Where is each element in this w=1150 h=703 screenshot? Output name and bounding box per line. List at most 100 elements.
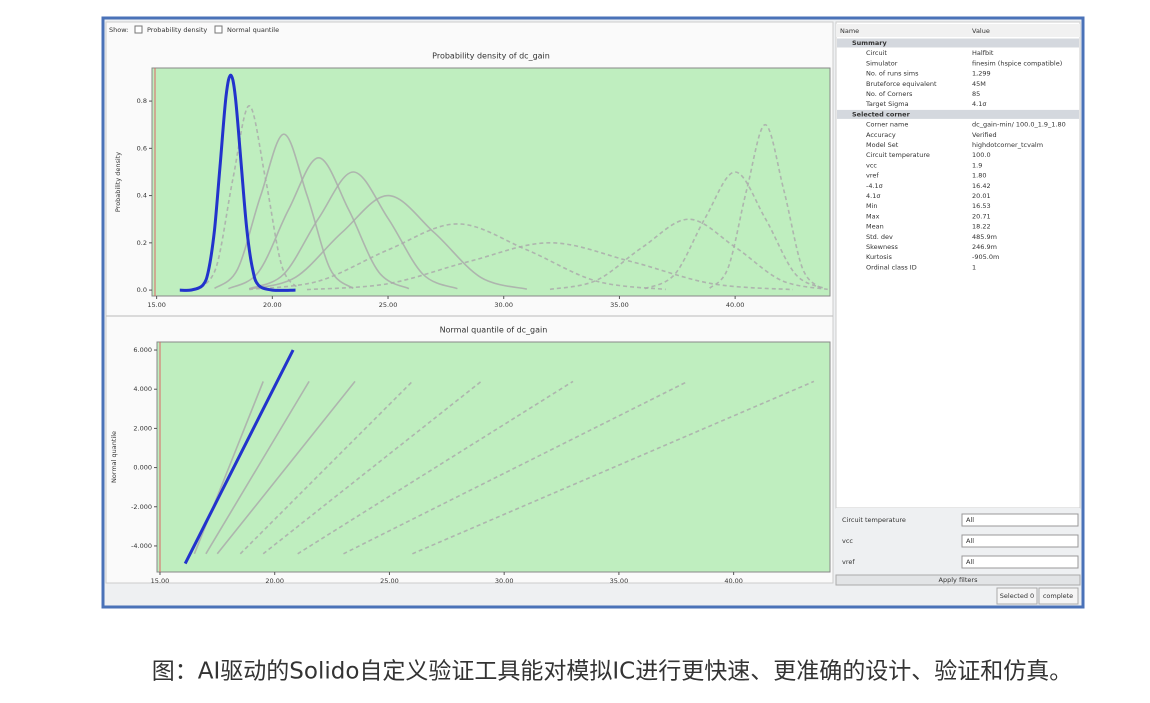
y-tick-label: 0.000 xyxy=(133,464,152,472)
apply-filters-label: Apply filters xyxy=(939,576,979,584)
property-name: Skewness xyxy=(866,243,898,251)
y-tick-label: 0.4 xyxy=(137,192,147,200)
column-header: Name xyxy=(840,27,859,35)
table-header xyxy=(836,24,1080,37)
property-name: Ordinal class ID xyxy=(866,263,917,271)
plot-area xyxy=(156,341,831,573)
property-name: Simulator xyxy=(866,59,898,67)
property-value: 1,299 xyxy=(972,70,991,78)
property-value: 4.1σ xyxy=(972,100,986,108)
series-line xyxy=(216,380,356,555)
status-text: complete xyxy=(1043,592,1073,600)
property-name: Std. dev xyxy=(866,233,893,241)
y-tick-label: 0.2 xyxy=(137,239,147,247)
property-value: 20.01 xyxy=(972,192,991,200)
y-axis-label: Normal quantile xyxy=(110,431,118,483)
x-tick-label: 30.00 xyxy=(494,301,513,309)
x-tick-label: 15.00 xyxy=(151,577,170,585)
caption: 图：AI驱动的Solido自定义验证工具能对模拟IC进行更快速、更准确的设计、验… xyxy=(152,659,1072,685)
property-value: 100.0 xyxy=(972,151,991,159)
property-value: 85 xyxy=(972,90,980,98)
y-tick-label: 4.000 xyxy=(133,385,152,393)
x-tick-label: 40.00 xyxy=(726,301,745,309)
property-name: Circuit xyxy=(866,49,887,57)
y-tick-label: 0.8 xyxy=(137,97,147,105)
property-name: Max xyxy=(866,212,880,220)
property-value: 1.80 xyxy=(972,172,986,180)
status-box xyxy=(996,587,1038,605)
filter-combobox[interactable] xyxy=(961,534,1079,548)
series-line xyxy=(205,380,310,555)
column-header: Value xyxy=(972,27,990,35)
series-line xyxy=(179,73,296,292)
property-name: No. of runs sims xyxy=(866,70,919,78)
property-name: Mean xyxy=(866,223,884,231)
property-value: 16.42 xyxy=(972,182,991,190)
x-tick-label: 25.00 xyxy=(380,577,399,585)
series-line xyxy=(709,123,822,289)
y-tick-label: 0.0 xyxy=(137,286,147,294)
filter-combobox[interactable] xyxy=(961,513,1079,527)
apply-filters-button[interactable] xyxy=(835,574,1081,586)
chart-title: Probability density of dc_gain xyxy=(432,52,550,61)
x-tick-label: 30.00 xyxy=(495,577,514,585)
property-name: Min xyxy=(866,202,878,210)
checkbox[interactable] xyxy=(134,25,143,34)
property-name: Model Set xyxy=(866,141,899,149)
y-tick-label: 0.6 xyxy=(137,144,147,152)
x-tick-label: 35.00 xyxy=(610,301,629,309)
checkbox-label: Probability density xyxy=(147,26,207,34)
series-line xyxy=(644,171,826,290)
series-line xyxy=(262,380,482,555)
x-tick-label: 25.00 xyxy=(379,301,398,309)
x-tick-label: 15.00 xyxy=(147,301,166,309)
property-name: No. of Corners xyxy=(866,90,913,98)
status-box xyxy=(1038,587,1079,605)
x-tick-label: 40.00 xyxy=(724,577,743,585)
filter-label: vcc xyxy=(842,537,853,545)
property-name: -4.1σ xyxy=(866,182,883,190)
series-line xyxy=(228,156,410,290)
property-value: 246.9m xyxy=(972,243,997,251)
status-text: Selected 0 xyxy=(1000,592,1034,600)
series-line xyxy=(297,380,574,555)
group-row xyxy=(837,109,1079,119)
filter-value: All xyxy=(966,537,974,545)
property-value: Halfbit xyxy=(972,49,994,57)
group-title: Selected corner xyxy=(852,110,911,118)
filter-label: Circuit temperature xyxy=(842,516,906,524)
series-line xyxy=(199,104,299,289)
property-name: vref xyxy=(866,172,879,180)
series-line xyxy=(249,223,666,291)
property-value: 16.53 xyxy=(972,202,991,210)
series-line xyxy=(249,194,528,290)
property-name: Accuracy xyxy=(866,131,896,139)
property-name: Bruteforce equivalent xyxy=(866,80,937,88)
series-line xyxy=(412,380,815,555)
group-row xyxy=(837,38,1079,48)
chart-title: Normal quantile of dc_gain xyxy=(440,326,548,335)
property-value: finesim (hspice compatible) xyxy=(972,59,1062,67)
series-line xyxy=(343,380,689,555)
property-value: Verified xyxy=(972,131,997,139)
checkbox-label: Normal quantile xyxy=(227,26,279,34)
property-name: Kurtosis xyxy=(866,253,892,261)
property-value: 1 xyxy=(972,263,976,271)
series-line xyxy=(183,349,295,565)
property-table xyxy=(835,21,1081,509)
checkbox[interactable] xyxy=(214,25,223,34)
property-value: 20.71 xyxy=(972,212,991,220)
property-value: 1.9 xyxy=(972,161,982,169)
property-value: highdotcorner_tcvalm xyxy=(972,141,1043,149)
property-value: 18.22 xyxy=(972,223,991,231)
plot-area xyxy=(151,67,831,297)
property-name: Circuit temperature xyxy=(866,151,930,159)
y-axis-label: Probability density xyxy=(114,152,122,212)
filter-combobox[interactable] xyxy=(961,555,1079,569)
y-tick-label: -4.000 xyxy=(131,542,152,550)
y-tick-label: -2.000 xyxy=(131,503,152,511)
group-title: Summary xyxy=(852,39,887,47)
filter-value: All xyxy=(966,558,974,566)
